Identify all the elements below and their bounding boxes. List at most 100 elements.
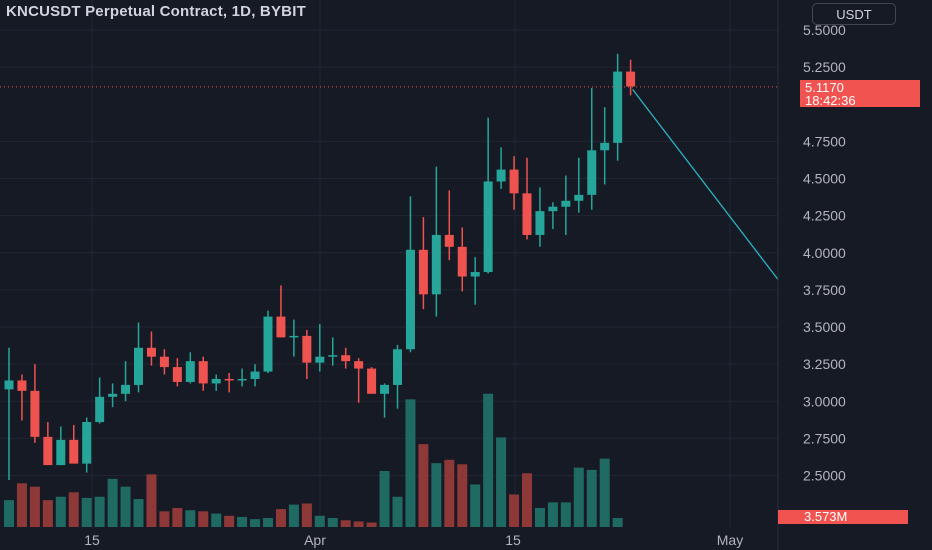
candle <box>600 107 610 185</box>
candle <box>30 364 40 443</box>
last-price-value: 5.1170 <box>805 80 844 95</box>
volume-bar <box>68 492 79 527</box>
volume-bar <box>107 478 118 527</box>
volume-bar <box>275 509 286 527</box>
volume-bar <box>29 486 40 527</box>
volume-bar <box>301 503 312 527</box>
candle <box>302 329 312 379</box>
volume-bar <box>547 502 558 527</box>
volume-bar <box>534 507 545 527</box>
volume-bar <box>418 444 429 527</box>
price-tick-label: 4.0000 <box>803 245 846 261</box>
volume-bar <box>353 521 364 527</box>
candle <box>457 227 467 292</box>
volume-bars <box>4 393 623 527</box>
candle <box>198 356 208 391</box>
price-tick-label: 3.7500 <box>803 282 846 298</box>
volume-bar <box>185 510 196 527</box>
candle <box>172 358 182 387</box>
volume-bar <box>327 518 338 527</box>
candle <box>522 157 532 240</box>
volume-bar <box>509 494 520 527</box>
candle <box>289 319 299 357</box>
volume-bar <box>263 518 273 527</box>
candle <box>43 422 53 466</box>
price-axis[interactable]: 5.5000 5.2500 4.7500 4.5000 4.2500 4.0000 3.75… <box>803 22 846 484</box>
candles <box>4 53 636 480</box>
candle <box>185 352 195 384</box>
candle <box>263 310 273 374</box>
candle <box>354 358 364 403</box>
candle <box>17 374 27 421</box>
candle <box>393 344 402 409</box>
volume-bar <box>573 467 584 527</box>
volume-bar <box>16 483 27 527</box>
volume-bar <box>483 393 494 527</box>
volume-bar <box>146 474 157 527</box>
candle <box>470 257 480 305</box>
candle <box>134 322 143 393</box>
volume-bar <box>42 500 53 527</box>
candle <box>587 87 597 210</box>
price-tick-label: 3.2500 <box>803 356 846 372</box>
time-tick-label: 15 <box>505 532 521 548</box>
price-tick-label: 2.7500 <box>803 430 846 446</box>
time-tick-label: May <box>717 532 743 548</box>
volume-bar <box>470 484 481 527</box>
candle <box>367 367 377 394</box>
time-tick-label: 15 <box>84 532 100 548</box>
volume-bar <box>4 500 14 527</box>
volume-bar <box>599 458 610 527</box>
volume-bar <box>55 496 66 527</box>
volume-bar <box>172 507 183 527</box>
volume-bar <box>379 471 390 527</box>
candle <box>626 59 636 96</box>
volume-bar <box>237 516 248 527</box>
candle <box>237 368 247 387</box>
time-axis[interactable]: 15 Apr 15 May <box>84 532 743 548</box>
volume-bar <box>496 437 507 527</box>
candle <box>276 285 286 338</box>
volume-bar <box>457 464 468 527</box>
price-tick-label: 2.5000 <box>803 468 846 484</box>
candle <box>509 156 519 210</box>
volume-bar <box>366 522 377 527</box>
volume-bar <box>250 519 261 527</box>
price-tick-label: 5.5000 <box>803 22 846 38</box>
candle <box>315 324 325 372</box>
price-tick-label: 4.7500 <box>803 133 846 149</box>
volume-bar <box>560 502 571 527</box>
volume-bar <box>340 520 351 527</box>
volume-bar <box>120 486 131 527</box>
volume-bar <box>405 399 416 527</box>
volume-bar <box>392 496 403 527</box>
candle <box>483 117 493 274</box>
candle <box>444 190 454 261</box>
trendline[interactable] <box>632 89 779 280</box>
candle <box>4 347 14 480</box>
price-tick-label: 3.5000 <box>803 319 846 335</box>
price-tick-label: 3.0000 <box>803 393 846 409</box>
candle <box>496 147 506 189</box>
volume-bar <box>211 513 222 527</box>
volume-bar <box>314 515 325 527</box>
candle <box>561 175 571 235</box>
volume-bar <box>81 497 92 527</box>
candle <box>250 364 260 387</box>
currency-button[interactable]: USDT <box>812 3 896 25</box>
candle <box>613 53 623 161</box>
volume-bar <box>288 504 299 527</box>
candle <box>418 217 428 310</box>
volume-bar <box>431 463 442 527</box>
candle <box>108 383 118 408</box>
candle <box>224 373 234 393</box>
candle <box>56 426 66 466</box>
time-tick-label: Apr <box>304 532 326 548</box>
candle <box>548 202 558 229</box>
price-tick-label: 4.5000 <box>803 171 846 187</box>
volume-bar <box>198 511 209 527</box>
grid-lines <box>0 0 778 528</box>
candle <box>82 417 92 473</box>
candle <box>380 383 390 418</box>
